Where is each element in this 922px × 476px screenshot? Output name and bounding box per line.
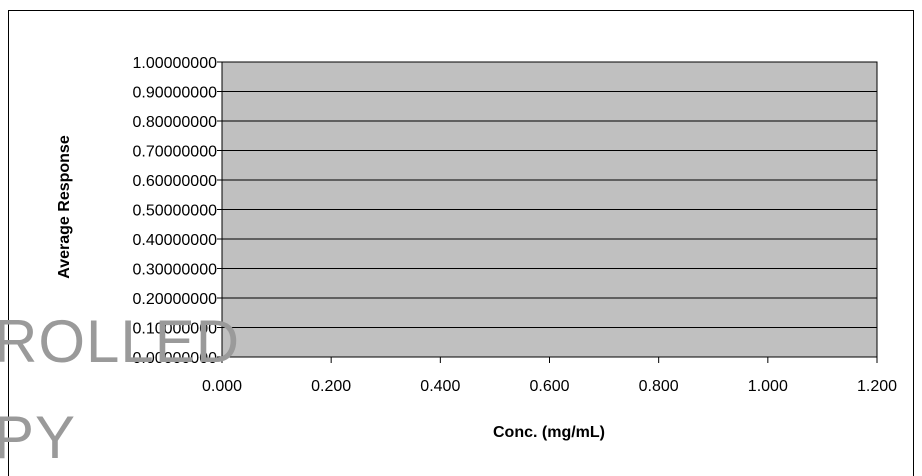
y-tick-label: 0.00000000 [132, 350, 217, 367]
x-tick-label: 1.000 [748, 378, 788, 395]
y-tick-label: 0.80000000 [132, 114, 217, 131]
y-tick-label: 0.20000000 [132, 291, 217, 308]
x-axis: 0.000 0.200 0.400 0.600 0.800 1.000 1.200 [202, 357, 897, 395]
y-tick-label: 0.10000000 [132, 321, 217, 338]
y-tick-label: 0.30000000 [132, 262, 217, 279]
y-tick-label: 1.00000000 [132, 55, 217, 72]
x-tick-label: 0.800 [639, 378, 679, 395]
chart-area [8, 10, 914, 476]
x-tick-label: 0.400 [420, 378, 460, 395]
x-tick-label: 0.000 [202, 378, 242, 395]
y-axis: 0.00000000 0.10000000 0.20000000 0.30000000… [132, 55, 222, 367]
y-tick-label: 0.50000000 [132, 203, 217, 220]
gridlines [222, 91, 877, 328]
x-tick-label: 1.200 [857, 378, 897, 395]
y-tick-label: 0.60000000 [132, 173, 217, 190]
y-axis-title: Average Response [56, 135, 73, 279]
x-tick-label: 0.200 [311, 378, 351, 395]
y-tick-label: 0.70000000 [132, 144, 217, 161]
x-tick-label: 0.600 [529, 378, 569, 395]
y-tick-label: 0.90000000 [132, 85, 217, 102]
y-tick-label: 0.40000000 [132, 232, 217, 249]
x-axis-title: Conc. (mg/mL) [493, 424, 605, 441]
